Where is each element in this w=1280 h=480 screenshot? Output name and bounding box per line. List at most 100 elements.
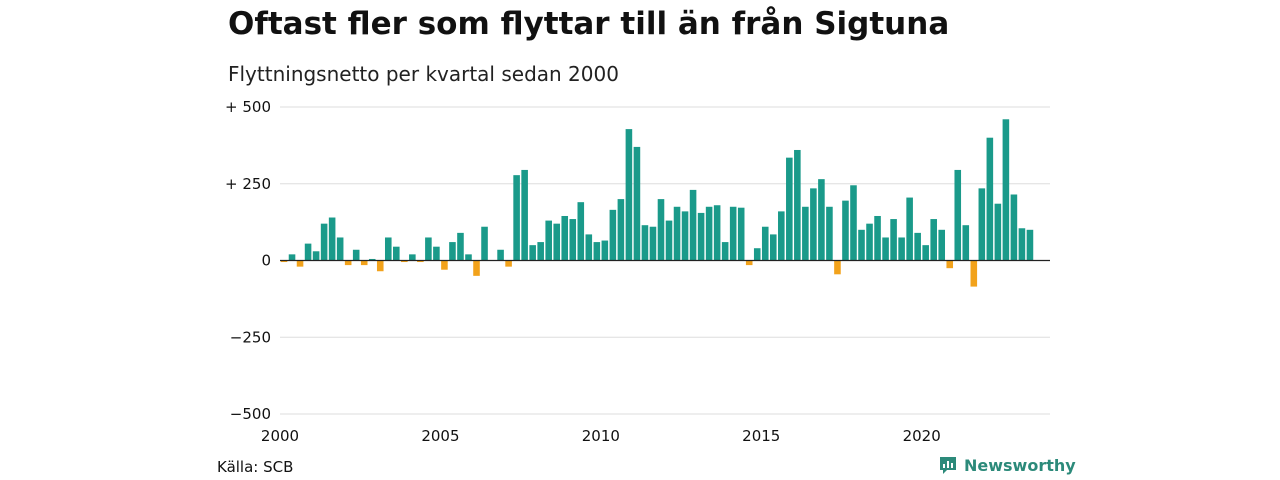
bar: 2020 K4: -25: [946, 260, 954, 269]
bar: 2017 K4: 245: [850, 185, 857, 261]
bar: 2021 K2: 115: [962, 225, 970, 261]
bar: 2018 K4: 75: [882, 237, 889, 261]
chart-subtitle: Flyttningsnetto per kvartal sedan 2000: [228, 62, 619, 86]
bar: 2012 K2: 175: [673, 206, 681, 261]
bar: 2017 K3: 195: [842, 200, 849, 261]
bar: 2010 K2: 165: [609, 209, 617, 261]
bar: 2005 K2: 60: [449, 242, 456, 261]
bar: 2020 K2: 135: [930, 219, 937, 261]
bar: 2008 K2: 130: [545, 220, 552, 261]
bar: 2016 K4: 265: [818, 179, 825, 261]
x-tick-label: 2015: [742, 427, 780, 445]
bar: 2016 K3: 235: [810, 188, 817, 261]
bar: 2011 K2: 115: [641, 225, 649, 261]
bar: 2022 K2: 185: [994, 203, 1002, 261]
bar: 2003 K1: -35: [376, 260, 384, 272]
bar: 2005 K1: -30: [441, 260, 448, 270]
y-tick-label: + 250: [225, 175, 271, 193]
bar: 2011 K4: 200: [657, 199, 665, 261]
brand-name: Newsworthy: [964, 455, 1076, 475]
bar: 2021 K4: 235: [978, 188, 986, 261]
bar: 2009 K2: 190: [577, 202, 585, 261]
bar: 2003 K2: 75: [384, 237, 392, 261]
bar: 2019 K1: 135: [890, 219, 897, 261]
bar: 2010 K3: 200: [617, 199, 625, 261]
bar: 2013 K3: 180: [713, 205, 721, 261]
bar: 2007 K1: -20: [505, 260, 512, 267]
bar: 2016 K1: 360: [794, 149, 801, 261]
bar: 2018 K2: 120: [866, 223, 873, 261]
brand-logo: Newsworthy: [938, 455, 1076, 475]
bar: 2008 K1: 60: [537, 242, 544, 261]
bar: 2013 K1: 155: [697, 212, 705, 261]
bar: 2000 K2: 20: [288, 254, 296, 261]
bar: 2004 K1: 20: [409, 254, 416, 261]
bar: 2001 K2: 120: [320, 223, 328, 261]
bar: 2000 K3: -20: [296, 260, 304, 267]
x-tick-label: 2020: [903, 427, 941, 445]
bar: 2013 K2: 175: [705, 206, 713, 261]
bar: 2023 K1: 105: [1018, 228, 1026, 261]
bar: 2009 K4: 60: [593, 242, 601, 261]
bar: 2014 K4: 40: [753, 248, 761, 261]
bar: 2000 K1: -5: [280, 260, 288, 263]
source-note: Källa: SCB: [217, 458, 294, 476]
bar: 2021 K3: -85: [970, 260, 978, 287]
bar: 2009 K1: 135: [569, 219, 577, 261]
bar: 2020 K3: 100: [938, 229, 946, 261]
bar: 2014 K3: -15: [745, 260, 753, 266]
x-axis: 2000 2005 2010 2015 2020: [261, 427, 941, 445]
bar: 2017 K2: -45: [834, 260, 841, 275]
bar: 2019 K3: 205: [906, 197, 913, 261]
y-tick-label: −250: [230, 328, 271, 346]
bar: 2004 K3: 75: [425, 237, 432, 261]
bar: 2015 K2: 85: [769, 234, 777, 261]
bar: 2013 K4: 60: [721, 242, 729, 261]
bar: 2004 K4: 45: [433, 246, 440, 261]
bar: 2002 K2: 35: [352, 249, 360, 261]
y-tick-label: −500: [230, 405, 271, 423]
bar: 2012 K3: 160: [681, 211, 689, 261]
bar: 2002 K1: -15: [344, 260, 352, 266]
y-tick-label: 0: [261, 252, 271, 270]
x-tick-label: 2005: [421, 427, 459, 445]
bar: 2010 K4: 428: [625, 129, 633, 261]
bar: 2007 K4: 50: [529, 245, 536, 261]
bar: 2006 K1: -50: [473, 260, 480, 276]
bar: 2014 K1: 175: [729, 206, 737, 261]
bar: 2009 K3: 85: [585, 234, 593, 261]
bar: 2022 K4: 215: [1010, 194, 1018, 261]
bar: 2014 K2: 172: [737, 207, 745, 261]
bar: 2017 K1: 175: [826, 206, 833, 261]
bar: 2018 K3: 145: [874, 215, 881, 261]
bar: 2015 K1: 110: [761, 226, 769, 261]
newsworthy-icon: [940, 457, 956, 474]
bar: 2016 K2: 175: [802, 206, 809, 261]
bar: 2021 K1: 295: [954, 169, 962, 261]
bar: 2003 K4: -5: [401, 260, 408, 263]
bar: 2000 K4: 55: [304, 243, 312, 261]
bar: 2002 K3: -15: [360, 260, 368, 266]
bar: 2012 K1: 130: [665, 220, 673, 261]
chart-title: Oftast fler som flyttar till än från Sig…: [228, 6, 950, 42]
bar: 2007 K3: 295: [521, 169, 528, 261]
x-tick-label: 2000: [261, 427, 299, 445]
bar: 2005 K3: 90: [457, 232, 464, 261]
bar: 2012 K4: 230: [689, 189, 697, 261]
bar: 2011 K1: 370: [633, 146, 641, 261]
bar: 2022 K1: 400: [986, 137, 994, 261]
bar: 2022 K3: 460: [1002, 119, 1010, 261]
bar: 2003 K3: 45: [393, 246, 400, 261]
bar: 2005 K4: 20: [465, 254, 472, 261]
bar: 2006 K2: 110: [481, 226, 488, 261]
bar: 2008 K4: 145: [561, 215, 569, 261]
bar: 2001 K3: 140: [328, 217, 336, 261]
x-tick-label: 2010: [582, 427, 620, 445]
bar: 2019 K2: 75: [898, 237, 905, 261]
bar: 2004 K2: -5: [417, 260, 424, 263]
grid-layer: [280, 106, 1050, 415]
bars: 2000 K1: -52000 K2: 202000 K3: -202000 K…: [280, 119, 1034, 287]
bar: 2019 K4: 90: [914, 232, 921, 261]
bar: 2010 K1: 65: [601, 240, 609, 261]
